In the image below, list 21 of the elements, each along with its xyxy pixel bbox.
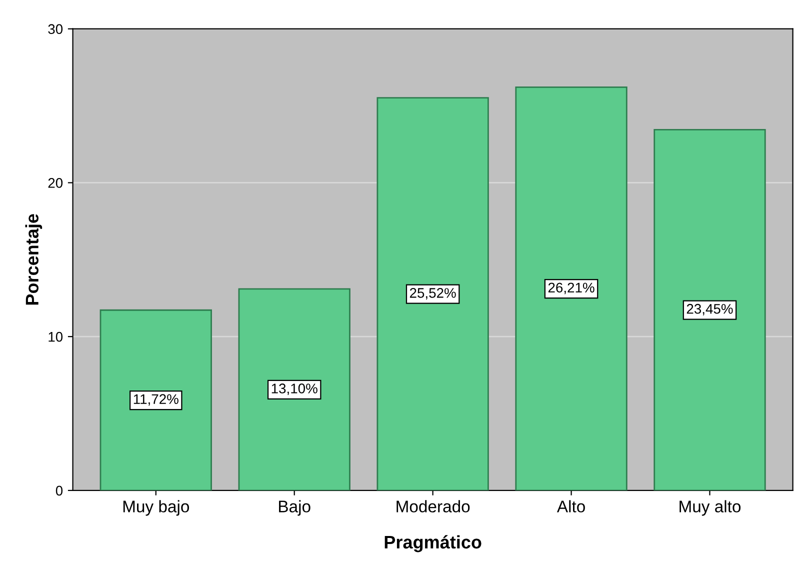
y-tick-label: 10 [48,332,63,342]
x-tick-label: Alto [556,500,585,512]
data-label: 25,52% [410,288,456,300]
x-tick-label: Moderado [396,500,470,512]
bar [654,128,766,490]
x-tick-label: Bajo [279,500,310,516]
x-tick-label: Muy bajo [123,500,190,516]
data-label: 26,21% [548,282,594,294]
x-tick-label: Muy alto [680,500,741,516]
data-label: 11,72% [134,394,178,406]
bar [515,86,628,490]
bar [100,309,212,490]
y-axis-title: Porcentaje [25,214,42,305]
x-axis-title: Pragmático [384,535,482,552]
y-tick-label: 30 [48,24,63,34]
data-label: 23,45% [686,304,733,316]
y-tick-label: 0 [56,486,63,496]
data-label: 13,10% [272,384,318,396]
bar [238,288,350,490]
y-tick-label: 20 [48,178,63,188]
bar [376,97,489,490]
